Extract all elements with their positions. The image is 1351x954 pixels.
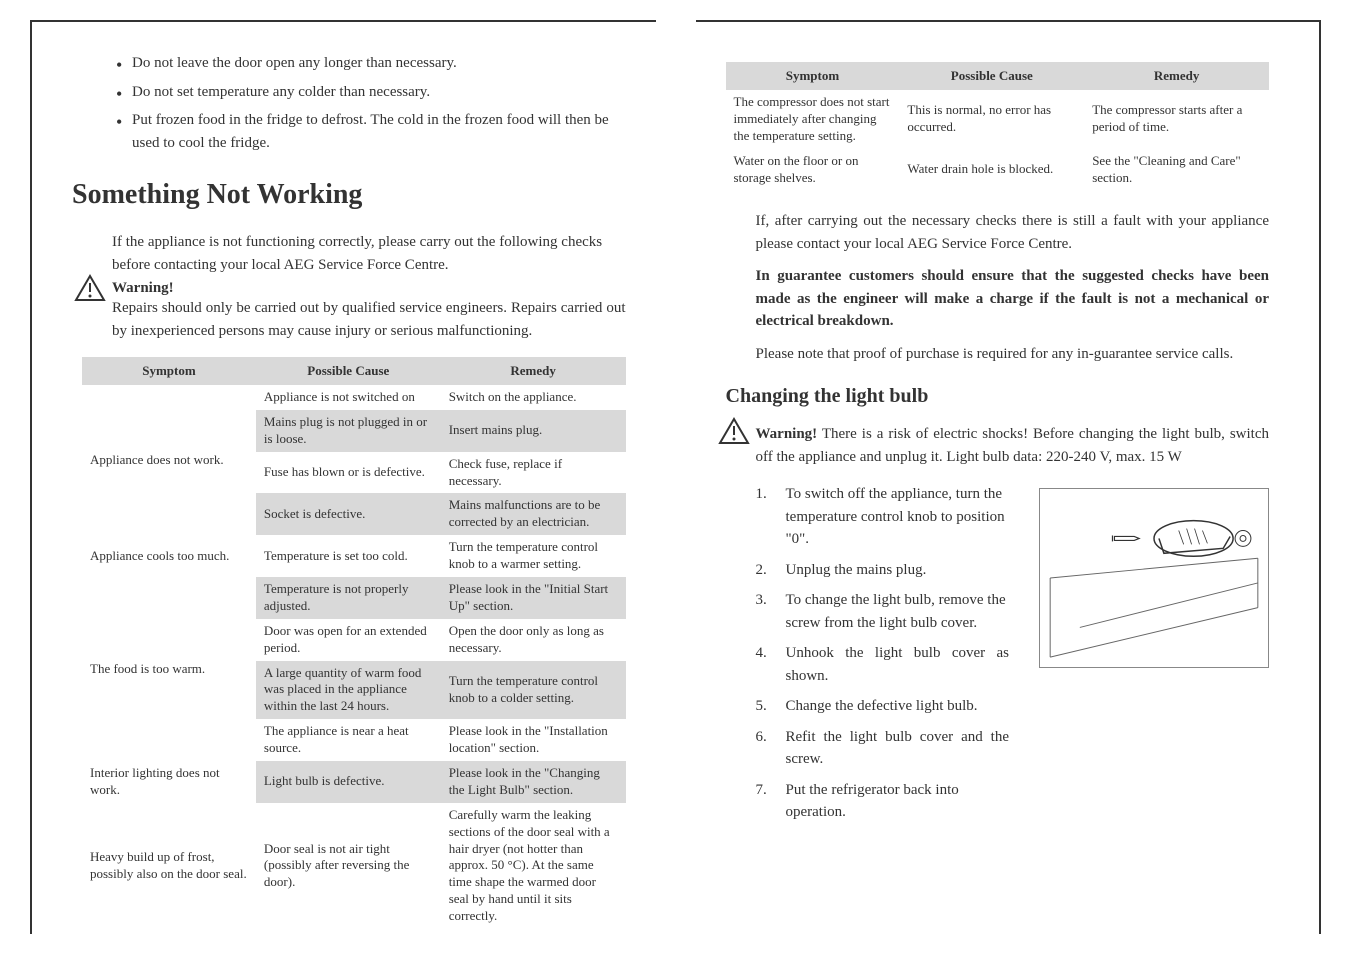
cell-symptom: Water on the floor or on storage shelves… [726, 149, 900, 191]
table-header-remedy: Remedy [441, 357, 626, 385]
step-text: To change the light bulb, remove the scr… [786, 589, 1020, 634]
tips-bullet-list: Do not leave the door open any longer th… [82, 52, 626, 154]
cell-remedy: Mains malfunctions are to be corrected b… [441, 493, 626, 535]
cell-cause: Door was open for an extended period. [256, 619, 441, 661]
cell-cause: Door seal is not air tight (possibly aft… [256, 803, 441, 929]
bulb-heading: Changing the light bulb [726, 385, 1270, 408]
bulb-warning-text: Warning! There is a risk of electric sho… [756, 423, 1270, 468]
table-row: Heavy build up of frost, possibly also o… [82, 803, 626, 929]
bulb-warning-label: Warning! [756, 426, 818, 442]
cell-symptom: Interior lighting does not work. [82, 761, 256, 803]
step-number: 6. [756, 726, 786, 771]
cell-remedy: Switch on the appliance. [441, 385, 626, 410]
cell-remedy: See the "Cleaning and Care" section. [1084, 149, 1269, 191]
guarantee-paragraph: In guarantee customers should ensure tha… [726, 265, 1270, 333]
cell-cause: Water drain hole is blocked. [899, 149, 1084, 191]
table-row: The compressor does not start immediatel… [726, 90, 1270, 149]
table-row: Appliance cools too much. Temperature is… [82, 535, 626, 577]
bulb-warning-body: There is a risk of electric shocks! Befo… [756, 426, 1270, 465]
step-item: 5. Change the defective light bulb. [756, 695, 1020, 718]
step-number: 3. [756, 589, 786, 634]
step-number: 5. [756, 695, 786, 718]
step-number: 2. [756, 559, 786, 582]
cell-cause: Temperature is set too cold. [256, 535, 441, 577]
step-item: 7. Put the refrigerator back into operat… [756, 779, 1020, 824]
table-row: The food is too warm. Temperature is not… [82, 577, 626, 619]
cell-remedy: Please look in the "Initial Start Up" se… [441, 577, 626, 619]
bullet-item: Do not set temperature any colder than n… [132, 81, 626, 104]
cell-cause: Socket is defective. [256, 493, 441, 535]
step-number: 7. [756, 779, 786, 824]
table-header-cause: Possible Cause [899, 62, 1084, 90]
step-number: 1. [756, 483, 786, 551]
troubleshooting-table-continued: Symptom Possible Cause Remedy The compre… [726, 62, 1270, 190]
step-text: Unplug the mains plug. [786, 559, 1020, 582]
cell-cause: A large quantity of warm food was placed… [256, 661, 441, 720]
cell-cause: Fuse has blown or is defective. [256, 452, 441, 494]
cell-symptom: Appliance cools too much. [82, 535, 256, 577]
step-number: 4. [756, 642, 786, 687]
table-header-symptom: Symptom [726, 62, 900, 90]
table-row: Interior lighting does not work. Light b… [82, 761, 626, 803]
cell-remedy: Check fuse, replace if necessary. [441, 452, 626, 494]
steps-column: 1. To switch off the appliance, turn the… [726, 483, 1020, 832]
table-row: Appliance does not work. Appliance is no… [82, 385, 626, 410]
cell-cause: Mains plug is not plugged in or is loose… [256, 410, 441, 452]
cell-cause: Appliance is not switched on [256, 385, 441, 410]
step-item: 4. Unhook the light bulb cover as shown. [756, 642, 1020, 687]
section-heading: Something Not Working [72, 179, 626, 211]
cell-remedy: Carefully warm the leaking sections of t… [441, 803, 626, 929]
cell-symptom: The compressor does not start immediatel… [726, 90, 900, 149]
step-text: To switch off the appliance, turn the te… [786, 483, 1020, 551]
proof-paragraph: Please note that proof of purchase is re… [726, 343, 1270, 366]
lightbulb-diagram [1039, 488, 1269, 668]
cell-cause: Light bulb is defective. [256, 761, 441, 803]
step-item: 6. Refit the light bulb cover and the sc… [756, 726, 1020, 771]
intro-paragraph: If the appliance is not functioning corr… [82, 231, 626, 276]
step-text: Put the refrigerator back into operation… [786, 779, 1020, 824]
step-text: Change the defective light bulb. [786, 695, 1020, 718]
table-header-remedy: Remedy [1084, 62, 1269, 90]
cell-remedy: Please look in the "Changing the Light B… [441, 761, 626, 803]
warning-triangle-icon [718, 417, 750, 445]
service-paragraph: If, after carrying out the necessary che… [726, 210, 1270, 255]
cell-remedy: Turn the temperature control knob to a c… [441, 661, 626, 720]
cell-remedy: Please look in the "Installation locatio… [441, 719, 626, 761]
step-item: 2. Unplug the mains plug. [756, 559, 1020, 582]
cell-cause: Temperature is not properly adjusted. [256, 577, 441, 619]
steps-list: 1. To switch off the appliance, turn the… [726, 483, 1020, 824]
table-row: Water on the floor or on storage shelves… [726, 149, 1270, 191]
warning-triangle-icon [74, 274, 106, 302]
warning-block: Warning! Repairs should only be carried … [82, 280, 626, 342]
cell-remedy: Turn the temperature control knob to a w… [441, 535, 626, 577]
troubleshooting-table: Symptom Possible Cause Remedy Appliance … [82, 357, 626, 929]
cell-remedy: Open the door only as long as necessary. [441, 619, 626, 661]
table-header-cause: Possible Cause [256, 357, 441, 385]
bullet-item: Put frozen food in the fridge to defrost… [132, 109, 626, 154]
step-item: 3. To change the light bulb, remove the … [756, 589, 1020, 634]
step-text: Unhook the light bulb cover as shown. [786, 642, 1020, 687]
bulb-warning-block: Warning! There is a risk of electric sho… [726, 423, 1270, 468]
bullet-item: Do not leave the door open any longer th… [132, 52, 626, 75]
step-item: 1. To switch off the appliance, turn the… [756, 483, 1020, 551]
cell-symptom: Appliance does not work. [82, 385, 256, 535]
cell-symptom: The food is too warm. [82, 577, 256, 761]
step-text: Refit the light bulb cover and the screw… [786, 726, 1020, 771]
left-page: Do not leave the door open any longer th… [30, 20, 656, 934]
cell-remedy: The compressor starts after a period of … [1084, 90, 1269, 149]
warning-label: Warning! [112, 280, 626, 297]
cell-remedy: Insert mains plug. [441, 410, 626, 452]
warning-text: Repairs should only be carried out by qu… [112, 297, 626, 342]
cell-cause: The appliance is near a heat source. [256, 719, 441, 761]
table-header-symptom: Symptom [82, 357, 256, 385]
cell-symptom: Heavy build up of frost, possibly also o… [82, 803, 256, 929]
lightbulb-section: 1. To switch off the appliance, turn the… [726, 483, 1270, 832]
cell-cause: This is normal, no error has occurred. [899, 90, 1084, 149]
right-page: Symptom Possible Cause Remedy The compre… [696, 20, 1322, 934]
